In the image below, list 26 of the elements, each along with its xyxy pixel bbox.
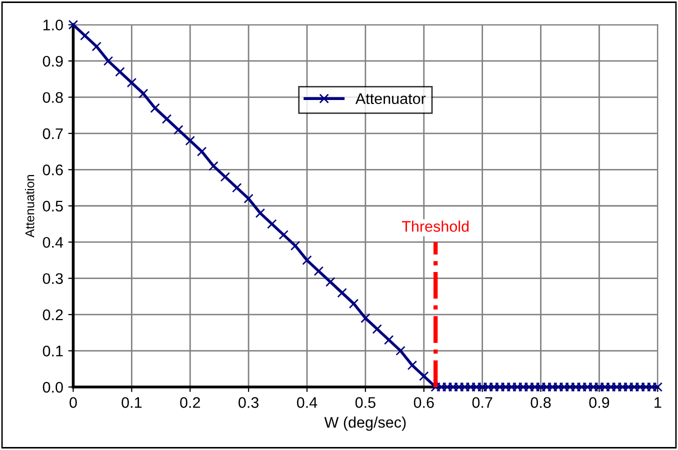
- x-tick-label: 0.2: [180, 397, 200, 408]
- y-axis-title: Attenuation: [25, 175, 34, 238]
- x-tick-label: 0.3: [238, 397, 259, 408]
- x-tick-label: 0.6: [414, 397, 434, 408]
- y-tick-label: 1.0: [43, 20, 63, 30]
- x-tick-label: 0.9: [589, 397, 610, 408]
- y-tick-label: 0.0: [42, 382, 63, 393]
- ref-line-label: Threshold: [402, 220, 469, 232]
- x-tick-label: 1: [654, 397, 662, 408]
- y-tick-label: 0.7: [42, 128, 63, 140]
- y-tick-label: 0.4: [42, 236, 64, 248]
- x-tick-label: 0.1: [122, 397, 142, 408]
- x-tick-label: 0.4: [296, 397, 318, 408]
- y-tick-label: 0.5: [42, 200, 63, 212]
- x-tick-label: 0.7: [472, 397, 492, 408]
- x-axis-title: W (deg/sec): [324, 416, 406, 431]
- y-tick-label: 0.2: [42, 309, 63, 320]
- x-tick-label: 0.5: [355, 397, 376, 408]
- x-tick-label: 0.8: [530, 397, 551, 408]
- legend-label: Attenuator: [355, 93, 426, 104]
- x-tick-label: 0: [70, 397, 77, 408]
- y-tick-label: 0.9: [42, 56, 63, 67]
- y-tick-label: 0.6: [42, 164, 63, 176]
- y-tick-label: 0.3: [42, 273, 63, 284]
- y-tick-label: 0.8: [42, 92, 63, 103]
- y-tick-label: 0.1: [42, 346, 63, 356]
